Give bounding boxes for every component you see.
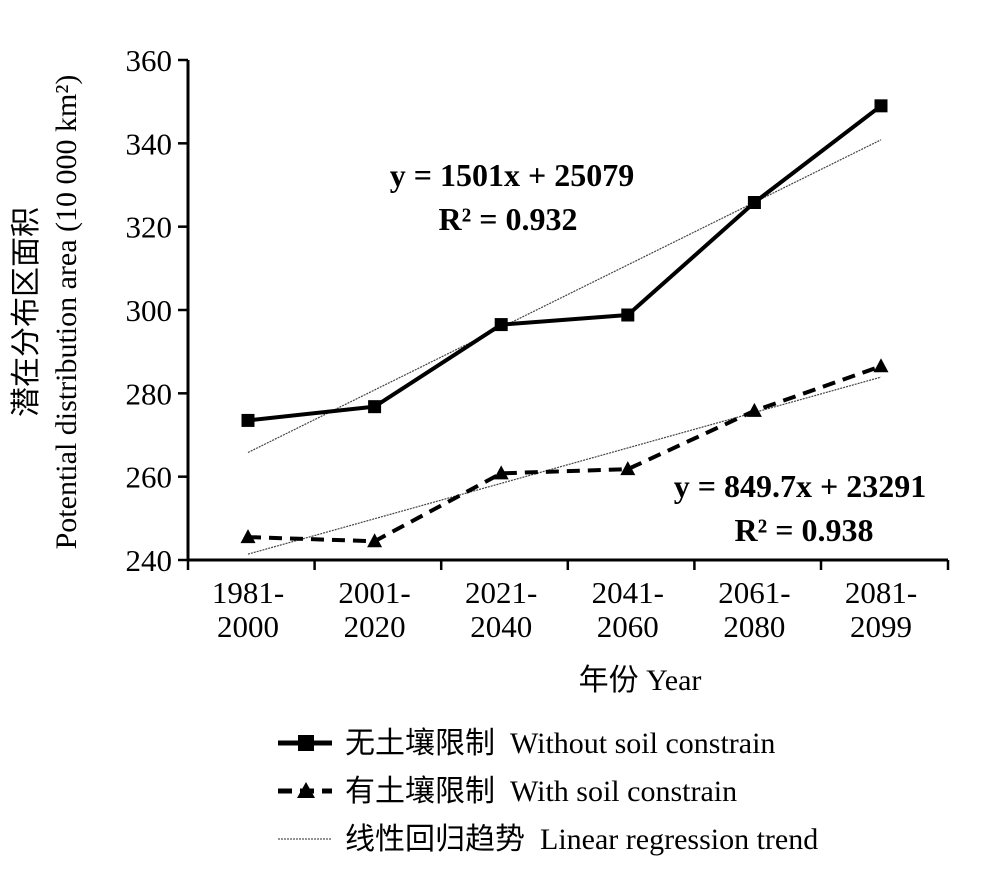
data-point-with-soil: [240, 529, 256, 544]
y-tick-label: 300: [126, 293, 173, 328]
y-tick-label: 260: [126, 460, 173, 495]
x-tick-label-line1: 2061-: [718, 575, 790, 610]
data-point-with-soil: [746, 402, 762, 417]
legend-square-marker: [298, 735, 314, 751]
x-tick-label-line2: 2000: [217, 609, 279, 644]
x-tick-label-line2: 2080: [723, 609, 785, 644]
y-tick-label: 340: [126, 126, 173, 161]
data-point-with-soil: [620, 461, 636, 476]
data-point-with-soil: [493, 465, 509, 480]
y-axis-label-cn: 潜在分布区面积: [10, 207, 43, 417]
x-tick-label-line1: 1981-: [212, 575, 284, 610]
x-tick-label-line2: 2020: [344, 609, 406, 644]
legend: 无土壤限制 Without soil constrain 有土壤限制 With …: [278, 727, 818, 856]
legend-item-trend: 线性回归趋势 Linear regression trend: [278, 823, 818, 856]
legend-label-with-soil: 有土壤限制 With soil constrain: [345, 775, 737, 808]
x-axis-label: 年份 Year: [579, 664, 702, 697]
x-tick-label-line1: 2021-: [465, 575, 537, 610]
y-tick-label: 360: [126, 43, 173, 78]
x-tick-label-line1: 2081-: [845, 575, 917, 610]
data-point-without-soil: [621, 308, 635, 322]
y-ticks: 240 260 280 300 320 340 360: [126, 43, 188, 578]
trend-lines: [247, 139, 882, 555]
data-point-without-soil: [368, 400, 382, 414]
data-point-without-soil: [747, 196, 761, 209]
equation-without-soil: y = 1501x + 25079: [390, 157, 634, 193]
legend-triangle-marker: [297, 782, 315, 798]
y-tick-label: 240: [126, 543, 173, 578]
legend-label-trend: 线性回归趋势 Linear regression trend: [345, 823, 818, 856]
r2-with-soil: R² = 0.938: [735, 512, 874, 548]
y-axis-label-en: Potential distribution area (10 000 km²): [50, 75, 83, 550]
legend-item-without-soil: 无土壤限制 Without soil constrain: [278, 727, 775, 760]
legend-item-with-soil: 有土壤限制 With soil constrain: [278, 775, 737, 808]
x-tick-label-line1: 2001-: [338, 575, 410, 610]
legend-label-without-soil: 无土壤限制 Without soil constrain: [345, 727, 775, 760]
data-point-with-soil: [873, 358, 889, 373]
x-tick-label-line2: 2040: [470, 609, 532, 644]
data-point-without-soil: [241, 413, 255, 427]
series-line-without-soil: [247, 104, 883, 423]
x-tick-label-line1: 2041-: [592, 575, 664, 610]
equation-with-soil: y = 849.7x + 23291: [674, 468, 926, 504]
x-tick-label-line2: 2099: [850, 609, 912, 644]
data-point-without-soil: [494, 318, 508, 332]
trend-line-with-soil: [247, 376, 882, 555]
data-point-with-soil: [367, 533, 383, 548]
trend-line-without-soil: [247, 139, 882, 454]
y-tick-label: 280: [126, 376, 173, 411]
r2-without-soil: R² = 0.932: [439, 201, 578, 237]
x-ticks: 1981-2000 2001-2020 2021-2040 2041-2060 2061…: [186, 560, 950, 644]
data-point-without-soil: [874, 99, 888, 113]
y-tick-label: 320: [126, 210, 173, 245]
x-tick-label-line2: 2060: [597, 609, 659, 644]
y-axis-label: 潜在分布区面积 Potential distribution area (10 …: [10, 75, 83, 550]
series-line-with-soil: [247, 364, 882, 544]
series-group: [240, 99, 889, 548]
